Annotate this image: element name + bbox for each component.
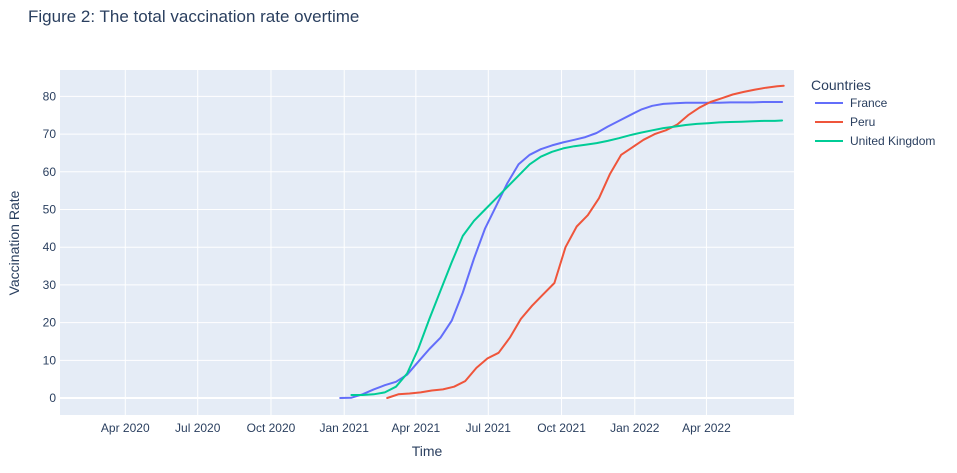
y-axis-title: Vaccination Rate bbox=[6, 190, 22, 295]
x-tick-label: Jan 2022 bbox=[610, 421, 660, 435]
x-tick-label: Apr 2020 bbox=[101, 421, 150, 435]
x-tick-label: Apr 2022 bbox=[682, 421, 731, 435]
x-tick-label: Oct 2020 bbox=[247, 421, 296, 435]
x-tick-label: Apr 2021 bbox=[392, 421, 441, 435]
y-tick-label: 50 bbox=[43, 203, 57, 217]
legend-item-peru[interactable]: Peru bbox=[815, 115, 875, 129]
y-tick-label: 80 bbox=[43, 89, 57, 103]
y-tick-label: 0 bbox=[49, 391, 56, 405]
legend-item-united-kingdom[interactable]: United Kingdom bbox=[815, 134, 935, 148]
series-line-united-kingdom bbox=[350, 119, 784, 396]
legend-title: Countries bbox=[811, 77, 871, 93]
x-tick-label: Oct 2021 bbox=[537, 421, 586, 435]
chart-title: Figure 2: The total vaccination rate ove… bbox=[28, 7, 359, 26]
x-axis-title: Time bbox=[412, 443, 443, 459]
y-tick-label: 10 bbox=[43, 353, 57, 367]
x-tick-label: Jul 2020 bbox=[175, 421, 221, 435]
series-lines bbox=[339, 84, 785, 399]
legend: Countries France Peru United Kingdom bbox=[811, 77, 935, 148]
series-line-peru bbox=[386, 84, 785, 399]
legend-label: Peru bbox=[850, 115, 875, 129]
y-tick-label: 60 bbox=[43, 165, 57, 179]
y-tick-label: 30 bbox=[43, 278, 57, 292]
legend-items: France Peru United Kingdom bbox=[815, 96, 935, 148]
legend-label: United Kingdom bbox=[850, 134, 935, 148]
legend-item-france[interactable]: France bbox=[815, 96, 888, 110]
plot-area bbox=[60, 70, 794, 415]
y-tick-label: 40 bbox=[43, 240, 57, 254]
gridlines bbox=[60, 70, 794, 415]
y-tick-label: 20 bbox=[43, 316, 57, 330]
x-tick-label: Jul 2021 bbox=[466, 421, 512, 435]
x-tick-label: Jan 2021 bbox=[320, 421, 370, 435]
axis-ticks: Apr 2020 Jul 2020 Oct 2020 Jan 2021 Apr 2021… bbox=[43, 89, 731, 435]
series-line-france bbox=[339, 101, 784, 399]
legend-label: France bbox=[850, 96, 888, 110]
y-tick-label: 70 bbox=[43, 127, 57, 141]
